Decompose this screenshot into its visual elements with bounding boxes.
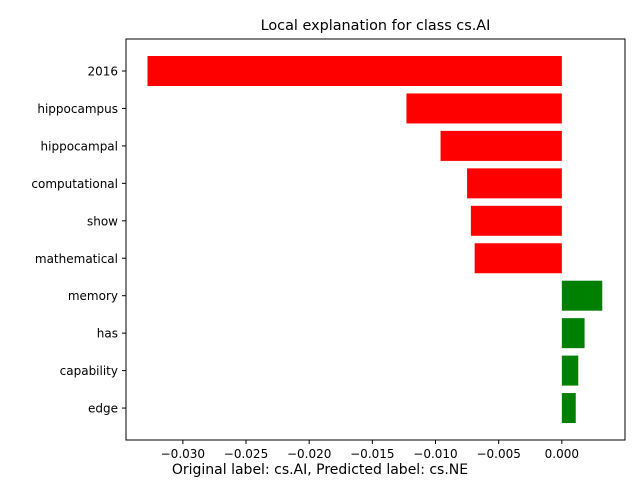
bar-memory [561,280,603,311]
bar-has [561,318,585,349]
y-tick-label-capability: capability [60,364,118,378]
bars-group [147,56,603,424]
bar-computational [467,168,562,199]
x-tick-label-0: −0.030 [161,447,205,461]
bar-hippocampus [406,93,562,124]
x-tick-label-5: −0.005 [476,447,520,461]
x-tick-label-6: 0.000 [545,447,579,461]
y-tick-label-edge: edge [88,402,118,416]
chart-title: Local explanation for class cs.AI [261,18,491,34]
bar-edge [561,393,576,424]
y-tick-label-hippocampus: hippocampus [37,102,118,116]
x-tick-label-3: −0.015 [350,447,394,461]
y-tick-label-computational: computational [31,177,118,191]
y-tick-label-2016: 2016 [87,65,118,79]
x-tick-label-4: −0.010 [413,447,457,461]
x-ticks: −0.030 −0.025 −0.020 −0.015 −0.010 −0.005 0.00… [161,440,579,461]
y-tick-labels: 2016 hippocampus hippocampal computational s… [31,65,126,416]
y-tick-label-has: has [97,327,118,341]
bar-capability [561,355,579,386]
bar-2016 [147,56,562,86]
y-tick-label-memory: memory [68,289,118,303]
y-tick-label-hippocampal: hippocampal [41,139,118,153]
bar-hippocampal [440,130,562,161]
bar-mathematical [474,243,562,274]
x-tick-label-2: −0.020 [287,447,331,461]
bar-show [470,205,562,236]
y-tick-label-mathematical: mathematical [35,252,118,266]
plot-frame [125,38,626,441]
footer-caption: Original label: cs.AI, Predicted label: … [172,462,468,478]
y-tick-label-show: show [87,214,118,228]
x-tick-label-1: −0.025 [224,447,268,461]
